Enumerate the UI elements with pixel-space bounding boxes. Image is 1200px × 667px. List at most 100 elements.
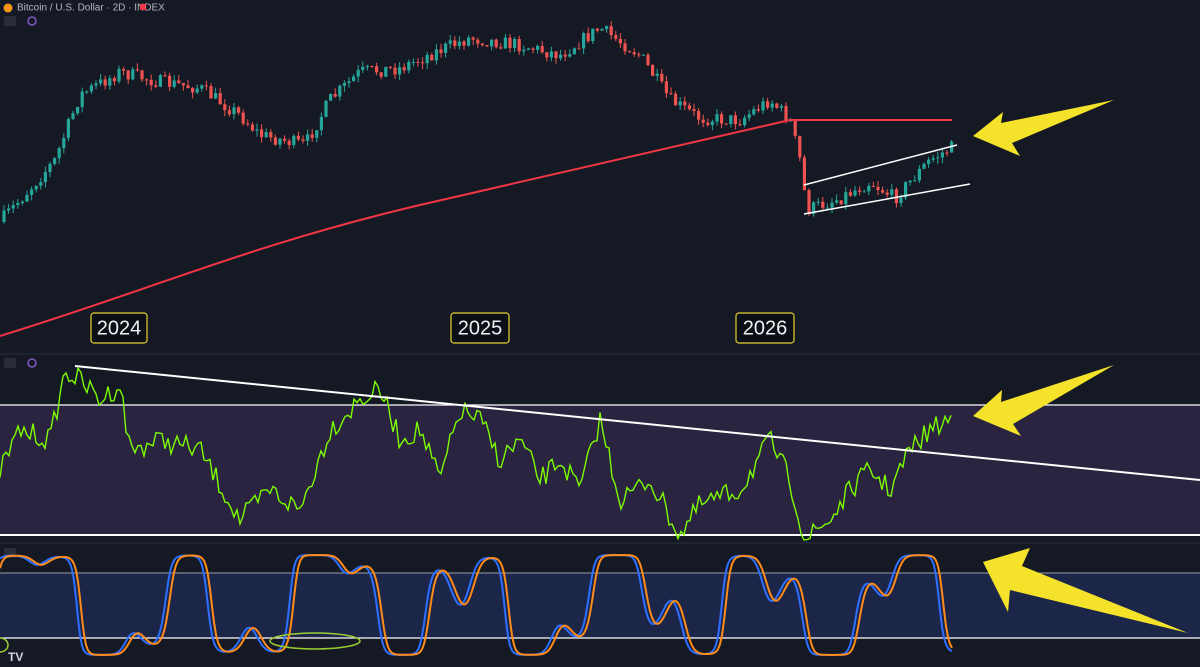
candle-body (710, 121, 714, 125)
candle-body (53, 158, 57, 164)
candle-body (333, 93, 337, 97)
candle-body (416, 61, 420, 63)
candle-body (582, 33, 586, 49)
year-text: 2026 (743, 317, 788, 339)
candle-body (140, 70, 144, 80)
candle-body (375, 66, 379, 73)
candle-body (858, 190, 862, 192)
candle-body (347, 81, 351, 83)
candle-body (439, 49, 443, 53)
stoch-k-line (0, 554, 953, 656)
candle-body (421, 62, 425, 64)
candle-body (66, 118, 70, 138)
candle-body (85, 91, 89, 93)
candle-body (43, 172, 47, 183)
candle-body (600, 29, 604, 31)
candle-body (894, 189, 898, 204)
candle-body (384, 66, 388, 77)
candle-body (407, 61, 411, 71)
candle-body (830, 202, 834, 208)
candle-body (572, 48, 576, 55)
logo: TV (8, 650, 23, 664)
candle-body (559, 54, 563, 59)
candle-body (881, 190, 885, 193)
candle-body (605, 26, 609, 30)
candle-body (338, 85, 342, 97)
arrow (983, 548, 1188, 633)
candle-body (273, 137, 277, 145)
candle-body (149, 79, 153, 86)
candle-body (388, 66, 392, 68)
candle-body (922, 163, 926, 169)
candle-body (908, 180, 912, 183)
candle-body (365, 65, 369, 67)
candle-body (531, 48, 535, 50)
channel-upper (803, 144, 958, 186)
candle-body (766, 101, 770, 108)
candle-body (227, 110, 231, 115)
candle-body (697, 110, 701, 120)
candle-body (181, 83, 185, 86)
candle-body (480, 43, 484, 46)
candle-body (913, 180, 917, 182)
candle-body (664, 81, 668, 94)
candle-body (848, 192, 852, 196)
candle-body (577, 48, 581, 50)
candle-body (39, 182, 43, 186)
candle-body (476, 39, 480, 44)
collapse-button[interactable] (4, 358, 16, 368)
candle-body (494, 39, 498, 48)
candle-body (352, 76, 356, 82)
candle-body (545, 52, 549, 58)
candle-body (917, 168, 921, 181)
candle-body (241, 112, 245, 124)
rsi-trendline (74, 365, 1200, 481)
candle-body (927, 159, 931, 164)
candle-body (862, 191, 866, 193)
candle-body (899, 197, 903, 204)
candle-body (554, 51, 558, 59)
candle-body (467, 37, 471, 46)
candle-body (122, 69, 126, 71)
candle-body (80, 91, 84, 107)
candle-body (628, 51, 632, 53)
candle-body (821, 201, 825, 208)
indicator-icon (27, 358, 37, 368)
symbol-title: Bitcoin / U.S. Dollar · 2D · INDEX (17, 3, 165, 14)
candle-body (218, 93, 222, 105)
stoch-d-line (0, 554, 953, 656)
candle-body (931, 158, 935, 160)
candle-body (296, 135, 300, 140)
candle-body (674, 93, 678, 106)
year-box (90, 312, 148, 344)
candle-body (57, 148, 61, 159)
candle-body (724, 123, 728, 125)
candle-body (835, 200, 839, 203)
highlight-ellipse (0, 637, 9, 653)
rsi-line (0, 366, 952, 541)
year-box (735, 312, 795, 344)
coin-icon (3, 3, 13, 13)
candle-body (802, 157, 806, 191)
candle-body (172, 80, 176, 87)
candle-body (798, 135, 802, 158)
candle-body (701, 119, 705, 123)
collapse-button[interactable] (4, 16, 16, 26)
candle-body (186, 85, 190, 89)
candle-body (839, 200, 843, 205)
candle-body (292, 135, 296, 146)
candle-body (237, 107, 241, 113)
year-text: 2025 (458, 317, 503, 339)
candle-body (434, 49, 438, 61)
candle-body (301, 139, 305, 141)
candle-body (623, 43, 627, 52)
candle-body (692, 109, 696, 111)
candle-body (853, 190, 857, 196)
candle-body (844, 192, 848, 205)
candle-body (761, 101, 765, 111)
candle-body (402, 67, 406, 71)
candle-body (89, 85, 93, 92)
candle-body (145, 79, 149, 81)
arrow (973, 100, 1114, 156)
